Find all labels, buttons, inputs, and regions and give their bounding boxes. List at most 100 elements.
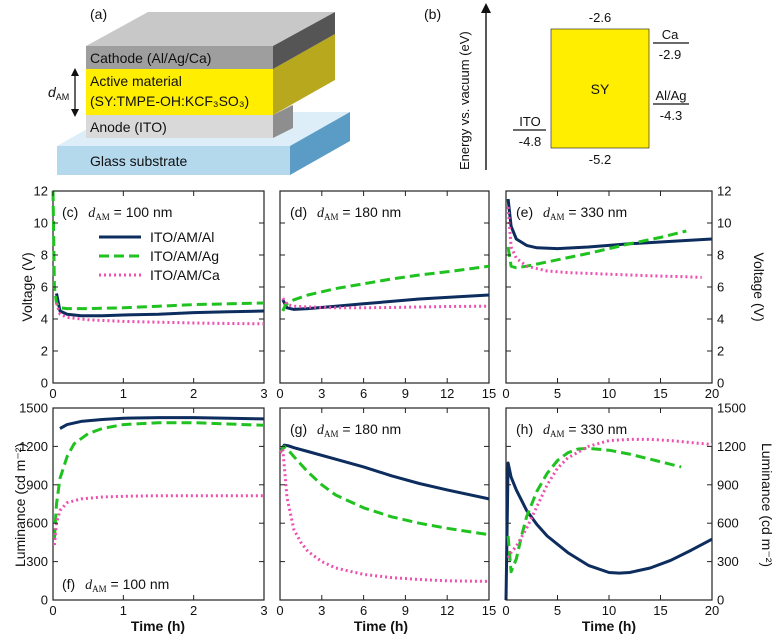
- luminance-axis-title-left: Luminance (cd m⁻²): [12, 443, 28, 567]
- x-tick-label: 3: [318, 603, 325, 618]
- y-tick-label-right: 0: [717, 376, 724, 391]
- panel-title: (f) dAM = 100 nm: [62, 576, 169, 594]
- voltage-axis-title-right: Voltage (V): [751, 252, 767, 321]
- x-tick-label: 0: [276, 603, 283, 618]
- y-tick-label: 300: [26, 554, 48, 569]
- legend: ITO/AM/Al ITO/AM/Ag ITO/AM/Ca: [99, 229, 220, 283]
- lumo-value: -2.6: [589, 10, 611, 25]
- x-tick-label: 1: [120, 386, 127, 401]
- x-tick-label: 6: [360, 603, 367, 618]
- ito-name: ITO: [519, 114, 540, 129]
- active-label-line1: Active material: [90, 73, 182, 89]
- panel-title: (c) dAM = 100 nm: [62, 204, 172, 222]
- plot-frame: [279, 407, 490, 601]
- chart-panel-f: 0 1 2 3 0 300 600 900 1200 1500 (f) dAM = 100 nm: [19, 401, 268, 619]
- y-tick-label-right: 12: [717, 184, 731, 199]
- ito-value: -4.8: [519, 134, 541, 149]
- series-line-ito-am-ca: [278, 447, 490, 583]
- y-tick-label: 6: [41, 280, 48, 295]
- x-tick-label: 9: [402, 603, 409, 618]
- x-tick-label: 10: [602, 603, 616, 618]
- panel-title: (d) dAM = 180 nm: [290, 204, 401, 222]
- alag-name: Al/Ag: [655, 88, 686, 103]
- series-line-ito-am-al: [504, 461, 713, 601]
- panel-label-a: (a): [90, 6, 107, 22]
- y-tick-label-right: 6: [717, 280, 724, 295]
- y-tick-label-right: 900: [717, 477, 739, 492]
- cathode-side-face: [273, 12, 335, 69]
- y-tick-label-right: 4: [717, 312, 724, 327]
- series-line-ito-am-ca: [281, 297, 490, 310]
- series-line-ito-am-ag: [52, 421, 265, 539]
- sy-label: SY: [591, 81, 610, 97]
- x-tick-label: 0: [502, 603, 509, 618]
- series-line-ito-am-ag: [281, 264, 490, 312]
- device-schematic: (a) Glass substrate Anode (ITO) Active m…: [48, 6, 350, 175]
- series-line-ito-am-al: [506, 198, 713, 251]
- y-tick-label: 2: [41, 344, 48, 359]
- voltage-axis-title-left: Voltage (V): [19, 252, 35, 321]
- chart-panel-d: 0 3 6 9 12 15 (d) dAM = 180 nm: [276, 190, 496, 401]
- y-tick-label: 1500: [19, 401, 48, 416]
- x-tick-label: 15: [653, 603, 667, 618]
- series-line-ito-am-ca: [506, 437, 713, 559]
- y-tick-label-right: 8: [717, 248, 724, 263]
- x-tick-label: 0: [276, 386, 283, 401]
- time-axis-title-g: Time (h): [354, 618, 408, 634]
- panel-title: (h) dAM = 330 nm: [516, 421, 627, 439]
- glass-label: Glass substrate: [90, 153, 187, 169]
- x-tick-label: 12: [440, 603, 454, 618]
- glass-side-face: [290, 112, 350, 175]
- chart-panel-g: 0 3 6 9 12 15 (g) dAM = 180 nm: [276, 407, 496, 618]
- legend-label-al: ITO/AM/Al: [150, 229, 214, 245]
- active-front-face: [86, 69, 273, 115]
- x-tick-label: 1: [120, 603, 127, 618]
- y-tick-label-right: 1500: [717, 401, 746, 416]
- panel-label-b: (b): [424, 6, 441, 22]
- luminance-axis-title-right: Luminance (cd m⁻²): [759, 443, 772, 567]
- cathode-front-face: [86, 46, 273, 69]
- glass-front-face: [57, 146, 290, 175]
- series-line-ito-am-ca: [506, 206, 702, 279]
- x-tick-label: 0: [49, 603, 56, 618]
- time-axis-title-f: Time (h): [131, 618, 185, 634]
- ca-name: Ca: [662, 27, 679, 42]
- y-tick-label: 4: [41, 312, 48, 327]
- y-tick-label-right: 600: [717, 516, 739, 531]
- series-line-ito-am-ca: [55, 302, 265, 326]
- thickness-arrow-head-down: [71, 109, 79, 117]
- x-tick-label: 2: [190, 386, 197, 401]
- active-side-face: [273, 34, 335, 115]
- x-tick-label: 20: [705, 603, 719, 618]
- series-line-ito-am-ag: [506, 446, 682, 574]
- x-tick-label: 9: [402, 386, 409, 401]
- y-tick-label-right: 0: [717, 593, 724, 608]
- x-tick-label: 20: [705, 386, 719, 401]
- cathode-top-face: [86, 12, 335, 46]
- time-axis-title-h: Time (h): [582, 618, 636, 634]
- legend-label-ca: ITO/AM/Ca: [150, 267, 220, 283]
- energy-axis-arrow: [481, 3, 491, 13]
- y-tick-label: 10: [34, 216, 48, 231]
- anode-label: Anode (ITO): [90, 119, 167, 135]
- series-line-ito-am-ag: [506, 229, 687, 270]
- homo-value: -5.2: [589, 152, 611, 167]
- x-tick-label: 15: [482, 386, 496, 401]
- anode-front-face: [86, 115, 273, 138]
- x-tick-label: 3: [260, 603, 267, 618]
- panel-title: (e) dAM = 330 nm: [516, 204, 627, 222]
- x-tick-label: 3: [318, 386, 325, 401]
- x-tick-label: 15: [653, 386, 667, 401]
- x-tick-label: 2: [190, 603, 197, 618]
- y-tick-label: 0: [41, 593, 48, 608]
- cathode-label: Cathode (Al/Ag/Ca): [90, 50, 211, 66]
- x-tick-label: 6: [360, 386, 367, 401]
- series-line-ito-am-ag: [51, 190, 265, 311]
- y-tick-label-right: 2: [717, 344, 724, 359]
- y-tick-label-right: 10: [717, 216, 731, 231]
- y-tick-label-right: 300: [717, 554, 739, 569]
- alag-value: -4.3: [660, 108, 682, 123]
